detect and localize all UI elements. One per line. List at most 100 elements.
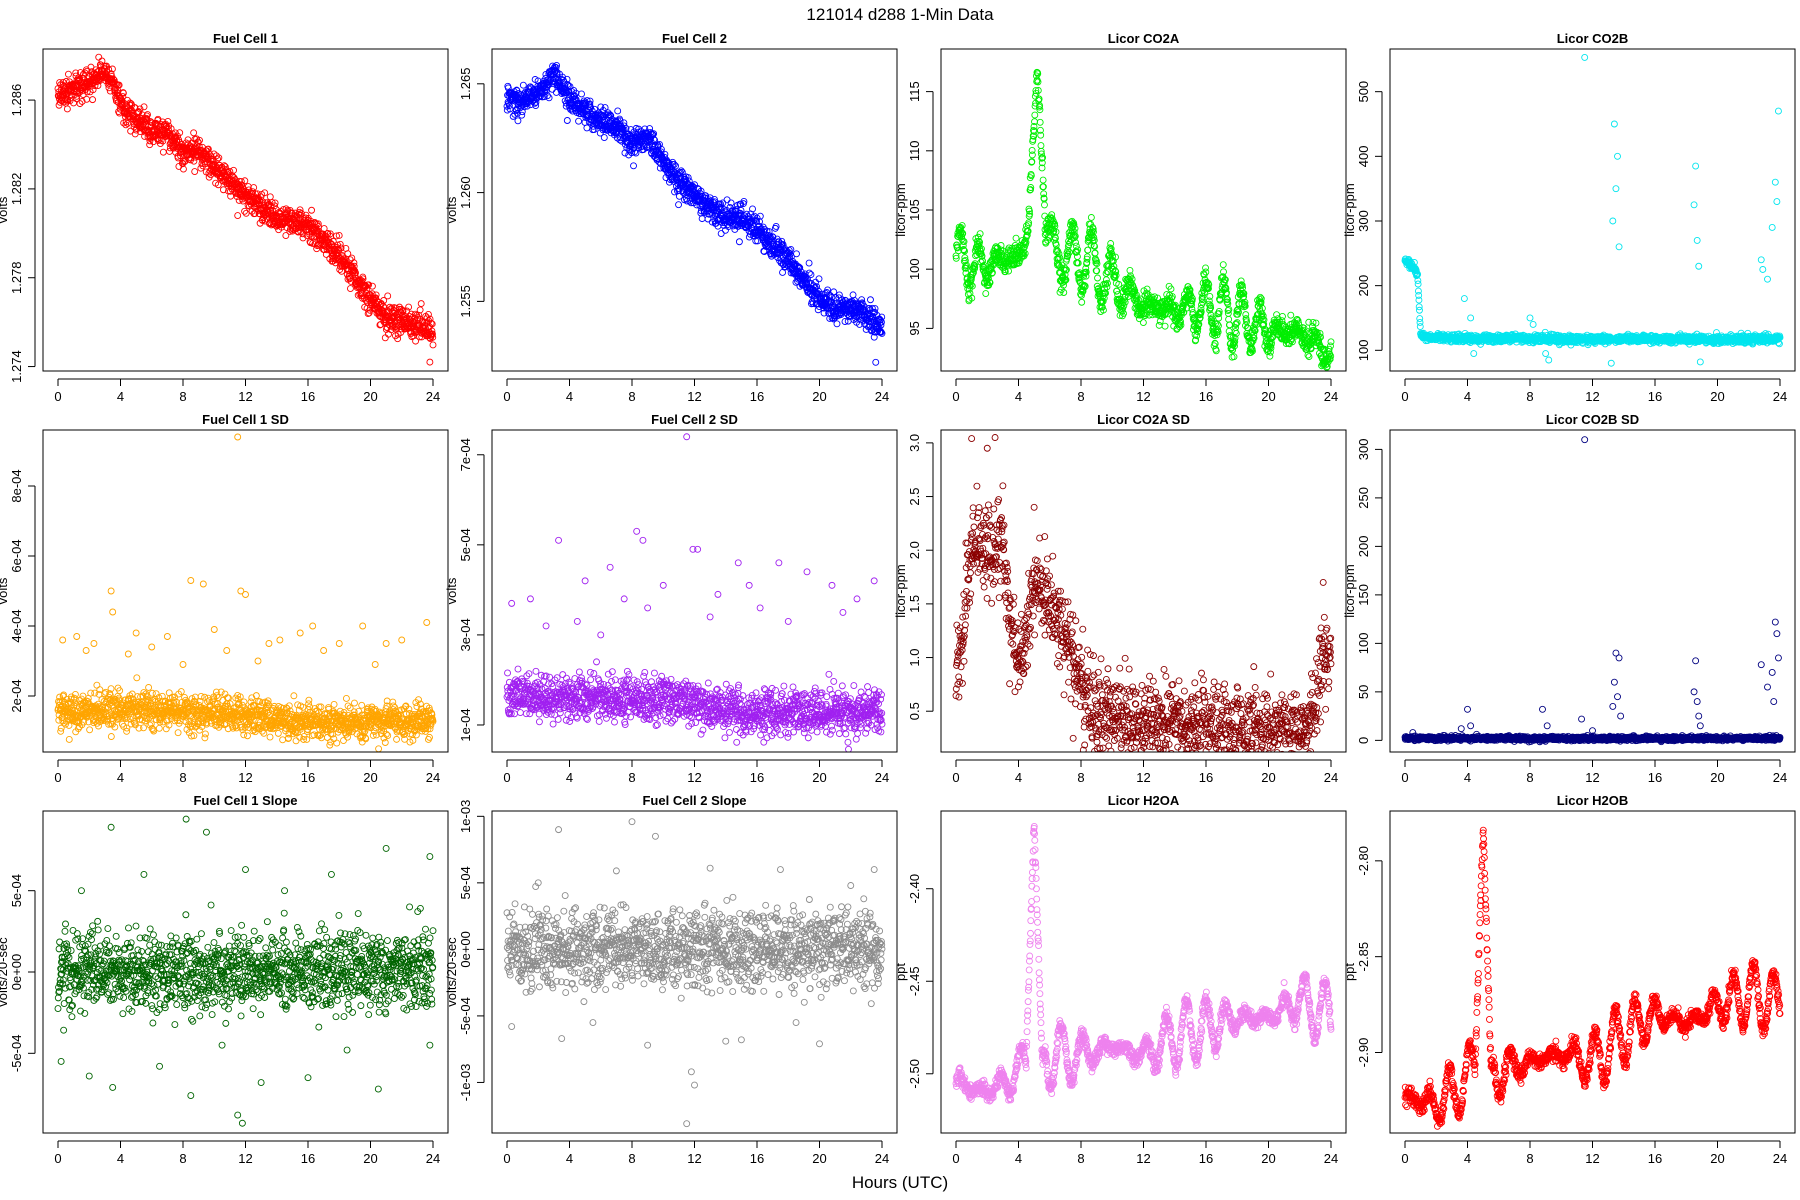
data-point [1038, 154, 1046, 162]
data-point [326, 239, 334, 247]
data-point [1299, 331, 1307, 339]
data-point [1090, 242, 1098, 250]
data-point [1030, 123, 1038, 130]
data-point [1317, 333, 1325, 341]
data-point [421, 322, 429, 330]
data-point [1035, 95, 1043, 103]
data-point [1327, 342, 1334, 350]
data-point [878, 313, 886, 321]
data-point [1205, 285, 1212, 292]
data-point [1327, 352, 1335, 360]
data-point [1250, 331, 1258, 339]
data-point [427, 319, 435, 327]
data-point [871, 305, 879, 313]
data-point [1065, 248, 1073, 256]
data-point [999, 247, 1007, 255]
data-point [337, 244, 345, 252]
data-point [813, 283, 821, 291]
data-point [381, 334, 389, 342]
data-point [1258, 313, 1266, 321]
y-tick-label: 95 [907, 321, 922, 335]
x-tick-label: 24 [875, 389, 889, 404]
data-point [1038, 164, 1046, 172]
data-point [644, 143, 651, 151]
data-point [583, 124, 591, 132]
data-point [1020, 248, 1027, 256]
data-point [1213, 331, 1221, 339]
data-point [1027, 186, 1034, 194]
y-tick-label: 1.282 [9, 173, 24, 206]
data-point [1177, 318, 1185, 325]
data-point [779, 241, 787, 249]
data-point [1215, 314, 1223, 322]
data-point [417, 300, 425, 308]
data-point [1093, 267, 1101, 275]
data-point [877, 321, 885, 329]
data-point [429, 341, 437, 349]
data-point [959, 230, 967, 237]
data-point [1027, 184, 1035, 191]
data-point [867, 296, 874, 304]
data-point [976, 230, 984, 238]
data-point [1107, 240, 1115, 247]
data-point [1045, 232, 1052, 240]
data-point [961, 254, 969, 262]
figure-title: 121014 d288 1-Min Data [806, 5, 994, 24]
data-point [1326, 350, 1334, 358]
data-point [1221, 276, 1229, 284]
data-point [1325, 345, 1333, 353]
data-point [1183, 304, 1191, 312]
data-point [242, 209, 250, 217]
data-point [1005, 267, 1012, 275]
data-point [1279, 312, 1286, 320]
data-point [1412, 267, 1420, 275]
data-point [428, 320, 436, 328]
x-tick-label: 24 [1324, 389, 1338, 404]
data-point [540, 93, 548, 101]
data-point [675, 201, 682, 209]
data-point [1268, 334, 1276, 342]
data-point [1293, 316, 1301, 323]
data-point [553, 61, 561, 69]
panel-title: Licor CO2A [1108, 31, 1180, 46]
data-point [1028, 151, 1036, 159]
data-point [1225, 315, 1233, 323]
data-point [957, 223, 965, 231]
data-point [1205, 297, 1213, 305]
data-point [176, 129, 184, 137]
data-point [563, 117, 571, 124]
data-point [1241, 298, 1249, 306]
data-point [218, 163, 226, 171]
data-point [1176, 323, 1184, 331]
data-point [705, 210, 713, 218]
data-point [1127, 272, 1134, 280]
data-point [805, 269, 813, 277]
data-point [1237, 277, 1245, 285]
data-point [1192, 336, 1200, 344]
x-tick-label: 8 [179, 389, 186, 404]
data-point [59, 78, 67, 86]
y-tick-label: 1.260 [458, 176, 473, 209]
data-point [982, 290, 990, 297]
data-point [1232, 320, 1240, 328]
data-point [1205, 281, 1213, 289]
data-point [1001, 268, 1009, 276]
data-point [1131, 287, 1139, 295]
data-point [505, 89, 513, 97]
data-point [979, 262, 987, 270]
data-point [1036, 126, 1044, 134]
data-point [1241, 302, 1249, 310]
y-axis-label: licor-ppm [893, 183, 908, 236]
data-point [1288, 338, 1296, 346]
data-point [1109, 252, 1116, 260]
data-point [1208, 314, 1216, 322]
data-point [428, 327, 436, 335]
data-point [575, 117, 583, 125]
data-point [1052, 228, 1060, 236]
data-point [108, 65, 116, 73]
data-point [1155, 321, 1163, 329]
data-point [1267, 344, 1275, 352]
data-point [1186, 286, 1194, 294]
data-point [1078, 298, 1086, 306]
